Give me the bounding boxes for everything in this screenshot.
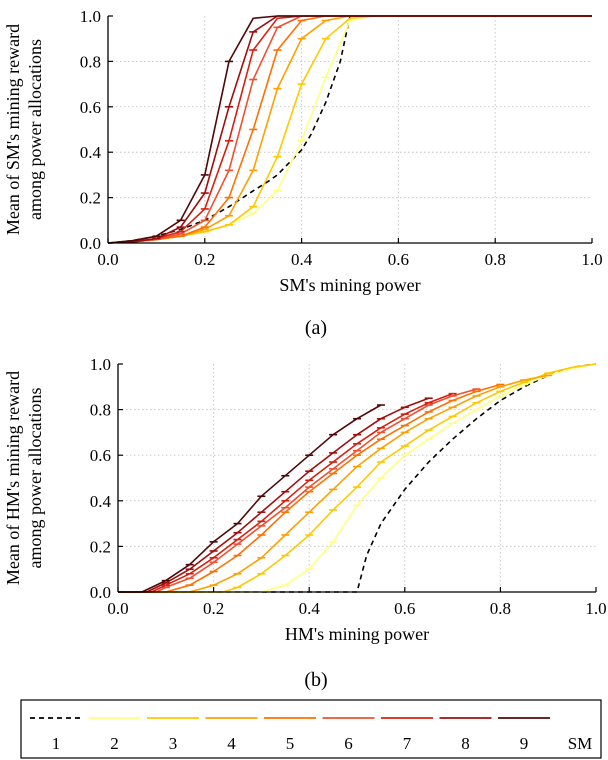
legend-label-7: 7: [403, 734, 412, 753]
x-tick-label: 0.4: [291, 250, 313, 269]
y-tick-label: 0.8: [80, 52, 101, 71]
legend-label-3: 3: [169, 734, 178, 753]
series-line-5: [107, 15, 592, 244]
series-line-1: [118, 363, 597, 593]
series-line-2: [107, 15, 592, 244]
y-axis-label: among power allocations: [25, 388, 45, 569]
x-tick-label: 1.0: [585, 599, 606, 618]
x-tick-label: 0.6: [388, 250, 409, 269]
x-tick-label: 0.8: [490, 599, 511, 618]
caption-b: (b): [304, 669, 327, 691]
y-tick-label: 0.4: [80, 143, 102, 162]
x-tick-label: 0.0: [97, 250, 118, 269]
y-tick-label: 0.8: [90, 401, 111, 420]
legend-trailing-label: SM: [568, 734, 593, 753]
y-tick-label: 0.0: [90, 583, 111, 602]
x-tick-label: 0.6: [394, 599, 415, 618]
series-line-4: [107, 15, 592, 244]
legend: 1 2 3 4 5 6 7 8 9 SM: [20, 699, 602, 759]
series-line-9: [107, 15, 592, 244]
y-tick-label: 0.4: [90, 492, 112, 511]
y-tick-label: 0.2: [90, 537, 111, 556]
series-line-6: [118, 388, 477, 593]
y-tick-label: 0.6: [90, 446, 111, 465]
series-line-3: [118, 363, 597, 593]
y-tick-label: 1.0: [80, 7, 101, 26]
series-line-9: [118, 404, 382, 593]
legend-label-5: 5: [286, 734, 295, 753]
y-axis-label: Mean of HM's mining reward: [3, 371, 23, 585]
y-tick-label: 0.2: [80, 189, 101, 208]
legend-label-1: 1: [52, 734, 61, 753]
series-line-6: [107, 15, 592, 244]
legend-label-4: 4: [227, 734, 236, 753]
series-line-7: [118, 392, 453, 593]
x-axis-label: HM's mining power: [285, 624, 429, 644]
series-line-2: [118, 363, 597, 593]
y-axis-label: Mean of SM's mining reward: [3, 24, 23, 235]
chart-panel-a: 0.0 0.2 0.4 0.6 0.8 1.0 0.0 0.2 0.4 0.6 0.8 1.0 SM's…: [3, 7, 603, 295]
x-axis-label: SM's mining power: [279, 275, 420, 295]
y-tick-label: 0.6: [80, 98, 101, 117]
caption-a: (a): [305, 317, 327, 339]
series-line-3: [107, 15, 592, 244]
y-tick-label: 1.0: [90, 355, 111, 374]
y-tick-label: 0.0: [80, 234, 101, 253]
x-tick-label: 0.8: [485, 250, 506, 269]
legend-label-8: 8: [461, 734, 470, 753]
legend-label-9: 9: [520, 734, 529, 753]
x-tick-label: 0.2: [194, 250, 215, 269]
legend-label-2: 2: [110, 734, 119, 753]
legend-label-6: 6: [344, 734, 353, 753]
x-tick-label: 0.0: [107, 599, 128, 618]
chart-panel-b: 0.0 0.2 0.4 0.6 0.8 1.0 0.0 0.2 0.4 0.6 0.8 1.0 HM's…: [3, 355, 607, 644]
y-axis-label: among power allocations: [25, 39, 45, 220]
x-tick-label: 1.0: [581, 250, 602, 269]
series-line-5: [118, 383, 501, 593]
x-tick-label: 0.2: [203, 599, 224, 618]
series-line-1: [107, 15, 592, 244]
legend-box: [20, 699, 602, 759]
series-line-7: [107, 15, 592, 244]
series-line-4: [118, 374, 549, 593]
series-line-8: [107, 15, 592, 244]
x-tick-label: 0.4: [299, 599, 321, 618]
